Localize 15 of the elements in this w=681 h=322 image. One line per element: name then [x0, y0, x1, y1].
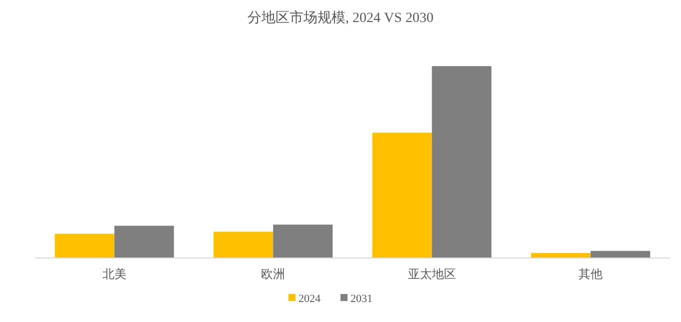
bar — [214, 232, 274, 258]
chart-title: 分地区市场规模, 2024 VS 2030 — [248, 10, 434, 26]
bar — [432, 66, 492, 258]
x-tick-label: 亚太地区 — [408, 267, 456, 281]
x-tick-label: 其他 — [578, 267, 603, 281]
legend-label: 2031 — [350, 293, 372, 305]
bar — [114, 226, 174, 258]
x-tick-label: 北美 — [102, 267, 126, 281]
legend-label: 2024 — [298, 293, 321, 305]
bar — [590, 250, 650, 258]
x-tick-label: 欧洲 — [261, 267, 286, 281]
bar — [531, 253, 591, 258]
bar — [372, 132, 432, 258]
bar — [273, 224, 333, 258]
bar — [54, 234, 114, 258]
